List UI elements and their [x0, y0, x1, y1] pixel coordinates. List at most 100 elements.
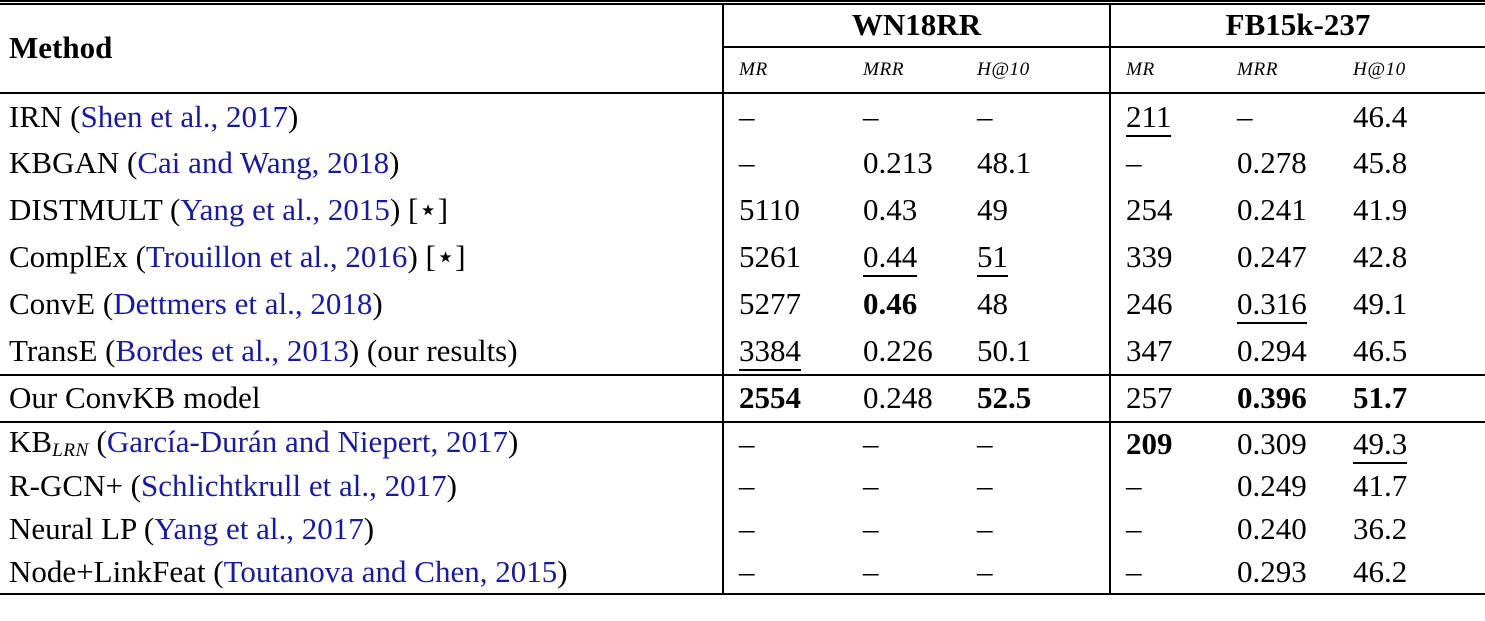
citation-link[interactable]: Cai and Wang, 2018 [137, 145, 390, 180]
metric-value: 0.44 [863, 239, 918, 277]
metric-cell: – [1109, 139, 1223, 187]
metric-cell: – [962, 465, 1110, 508]
metric-value: 50.1 [977, 332, 1032, 368]
metric-value: 0.43 [863, 192, 918, 227]
method-cell: Node+LinkFeat (Toutanova and Chen, 2015) [0, 551, 723, 594]
metric-value: 0.46 [863, 286, 918, 321]
metric-value: 0.278 [1237, 145, 1307, 180]
metric-value: 49.3 [1353, 425, 1408, 464]
metric-value: 3384 [739, 332, 801, 371]
method-name-text: ComplEx ( [9, 239, 146, 274]
method-name-text: ) [389, 145, 400, 180]
metric-value: 5110 [739, 192, 800, 227]
method-name-text: ) [287, 98, 299, 134]
metric-value: – [1126, 145, 1142, 180]
col-header-fb-mr: MR [1109, 46, 1223, 93]
metric-value: 41.7 [1353, 468, 1408, 503]
metric-cell: 49 [962, 187, 1110, 234]
metric-cell: 339 [1109, 233, 1223, 281]
method-cell: Neural LP (Yang et al., 2017) [0, 508, 723, 551]
method-cell: Our ConvKB model [0, 375, 723, 422]
metric-cell: 0.226 [848, 328, 962, 375]
metric-value: 246 [1126, 286, 1173, 321]
metric-cell: 42.8 [1338, 234, 1485, 281]
metric-value: 48 [977, 286, 1008, 321]
metric-cell: – [1222, 93, 1338, 140]
metric-cell: 347 [1109, 327, 1223, 375]
metric-cell: – [848, 422, 962, 465]
metric-value: 0.316 [1237, 286, 1307, 324]
table-row: ConvE (Dettmers et al., 2018) 5277 0.46 48 2… [0, 280, 1485, 328]
metric-cell: 5277 [722, 280, 848, 328]
metric-cell: 46.2 [1338, 551, 1485, 594]
table-row: TransE (Bordes et al., 2013) (our result… [0, 327, 1485, 375]
table-row: KBLRN (García-Durán and Niepert, 2017) – –… [0, 421, 1485, 465]
method-name-text: ) [507, 424, 519, 460]
metric-cell: – [722, 139, 848, 187]
metric-cell: – [1109, 507, 1223, 551]
metric-value: 51 [977, 239, 1008, 277]
metric-cell: – [962, 551, 1110, 594]
metric-cell: – [962, 508, 1110, 551]
citation-link[interactable]: Schlichtkrull et al., 2017 [141, 468, 447, 503]
metric-value: 5277 [739, 286, 801, 321]
metric-value: – [739, 98, 755, 134]
metric-value: 46.4 [1353, 98, 1408, 134]
method-name-text: ) [⋆] [389, 192, 449, 227]
metric-cell: 0.213 [848, 140, 962, 187]
metric-value: 0.293 [1237, 553, 1307, 589]
metric-cell: – [722, 421, 848, 465]
metric-value: 0.241 [1237, 192, 1307, 227]
metric-value: 52.5 [977, 380, 1032, 415]
citation-link[interactable]: Bordes et al., 2013 [115, 332, 349, 368]
metric-value: – [739, 468, 755, 503]
col-header-fb-mrr: MRR [1237, 58, 1278, 80]
metric-cell: 41.9 [1338, 187, 1485, 234]
metric-cell: 2554 [722, 374, 848, 422]
citation-link[interactable]: Shen et al., 2017 [80, 98, 288, 134]
metric-value: 0.240 [1237, 511, 1307, 546]
metric-cell: 0.294 [1222, 328, 1338, 375]
citation-link[interactable]: Toutanova and Chen, 2015 [223, 553, 558, 589]
metric-value: 46.5 [1353, 332, 1408, 368]
metric-value: 42.8 [1353, 239, 1408, 274]
table-row: R-GCN+ (Schlichtkrull et al., 2017) – – – –0… [0, 464, 1485, 508]
metric-value: 0.396 [1237, 380, 1307, 415]
method-cell: R-GCN+ (Schlichtkrull et al., 2017) [0, 465, 723, 508]
citation-link[interactable]: García-Durán and Niepert, 2017 [106, 424, 508, 460]
metric-cell: 46.5 [1338, 328, 1485, 375]
metric-cell: 48.1 [962, 140, 1110, 187]
metric-value: – [739, 145, 755, 180]
metric-value: – [863, 425, 879, 461]
results-table: Method WN18RR FB15k-237 MR MRR H@10 MR M… [0, 0, 1485, 595]
metric-cell: 0.44 [848, 234, 962, 281]
method-name-text: ) [372, 286, 383, 321]
metric-value: 347 [1126, 332, 1173, 368]
metric-value: – [977, 468, 993, 503]
metric-value: – [1237, 98, 1253, 134]
metric-cell: 5261 [722, 233, 848, 281]
metric-value: – [977, 511, 993, 546]
metric-cell: 51 [962, 234, 1110, 281]
citation-link[interactable]: Dettmers et al., 2018 [113, 286, 373, 321]
metric-value: 5261 [739, 239, 801, 274]
metric-cell: – [848, 551, 962, 594]
metric-cell: 0.249 [1222, 465, 1338, 508]
metric-value: 209 [1126, 425, 1173, 461]
method-name-text: KBGAN ( [9, 145, 138, 180]
citation-link[interactable]: Trouillon et al., 2016 [145, 239, 408, 274]
method-name-text: Our ConvKB model [9, 380, 261, 415]
method-cell: ComplEx (Trouillon et al., 2016) [⋆] [0, 234, 723, 281]
method-cell: DISTMULT (Yang et al., 2015) [⋆] [0, 187, 723, 234]
metric-value: – [739, 425, 755, 461]
metric-cell: 257 [1109, 374, 1223, 422]
citation-link[interactable]: Yang et al., 2015 [180, 192, 390, 227]
metric-cell: 0.316 [1222, 281, 1338, 328]
method-name-text: R-GCN+ ( [9, 468, 142, 503]
method-name-text: ) [⋆] [407, 239, 466, 274]
metric-cell: – [1109, 464, 1223, 508]
metric-value: 2554 [739, 380, 801, 415]
metric-cell: 0.240 [1222, 508, 1338, 551]
metric-cell: 246 [1109, 280, 1223, 328]
citation-link[interactable]: Yang et al., 2017 [154, 511, 364, 546]
